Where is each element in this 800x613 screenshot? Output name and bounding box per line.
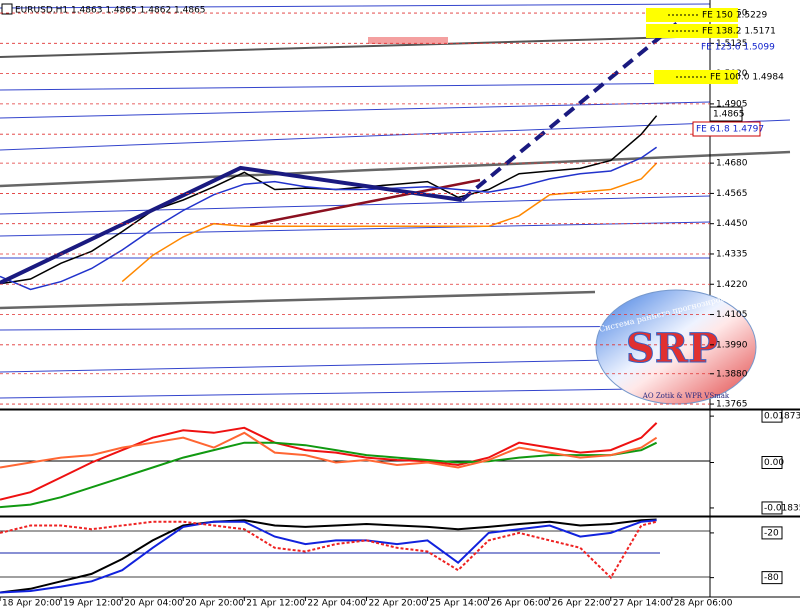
y-tick-label: 0.01873 bbox=[764, 412, 800, 422]
y-tick-label: 1.3765 bbox=[716, 400, 748, 410]
y-tick-box bbox=[761, 501, 783, 515]
series-line bbox=[0, 431, 658, 469]
y-tick-label: 1.4105 bbox=[716, 310, 748, 320]
x-tick-label: 26 Apr 22:00 bbox=[552, 599, 611, 609]
series-line bbox=[121, 162, 658, 283]
logo-bottom-text: AO Zotik & WPR VSmak bbox=[642, 392, 730, 400]
y-tick-label: 1.4450 bbox=[716, 219, 748, 229]
x-tick-label: 18 Apr 20:00 bbox=[2, 599, 61, 609]
series-line bbox=[0, 519, 657, 594]
logo-mark: SRP bbox=[626, 325, 718, 372]
series-line bbox=[460, 16, 685, 202]
y-tick-box bbox=[761, 456, 783, 470]
x-tick-label: 22 Apr 20:00 bbox=[368, 599, 427, 609]
x-tick-label: 27 Apr 14:00 bbox=[613, 599, 672, 609]
series-line bbox=[0, 146, 658, 291]
y-tick-label: 1.3990 bbox=[716, 340, 748, 350]
y-tick-box bbox=[761, 526, 783, 540]
y-tick-label: 1.4905 bbox=[716, 99, 748, 109]
y-tick-label: 1.4680 bbox=[716, 159, 748, 169]
annotation: 1.4865 bbox=[713, 110, 745, 120]
y-tick-box bbox=[761, 571, 783, 585]
logo: SRP Система раннего прогнозирования AO Z… bbox=[0, 16, 757, 594]
x-tick-label: 20 Apr 04:00 bbox=[124, 599, 183, 609]
series-line bbox=[0, 518, 657, 594]
y-tick-label: 1.4220 bbox=[716, 280, 748, 290]
annotation-box bbox=[709, 106, 743, 122]
y-tick-label: 1.3880 bbox=[716, 369, 748, 379]
symbol-icon bbox=[1, 3, 13, 15]
y-tick-label: -80 bbox=[764, 573, 779, 583]
series-line bbox=[0, 422, 658, 501]
x-tick-label: 21 Apr 12:00 bbox=[246, 599, 305, 609]
x-tick-label: 26 Apr 06:00 bbox=[491, 599, 550, 609]
x-tick-label: 20 Apr 20:00 bbox=[185, 599, 244, 609]
y-tick-label: 1.4335 bbox=[716, 249, 748, 259]
x-tick-label: 22 Apr 04:00 bbox=[307, 599, 366, 609]
chart-title: EURUSD,H1 1.4863 1.4865 1.4862 1.4865 bbox=[15, 6, 206, 16]
annotation-box bbox=[692, 121, 761, 137]
series-line bbox=[0, 165, 463, 285]
y-tick-label: -20 bbox=[764, 528, 779, 538]
y-tick-label: 1.4565 bbox=[716, 189, 748, 199]
x-tick-label: 19 Apr 12:00 bbox=[63, 599, 122, 609]
annotation: FE 123.6 1.5099 bbox=[701, 43, 775, 53]
panel-frames bbox=[0, 0, 800, 598]
y-tick-label: 0.00 bbox=[764, 458, 784, 468]
x-tick-label: 25 Apr 14:00 bbox=[430, 599, 489, 609]
annotation: FE 61.8 1.4797 bbox=[696, 125, 764, 135]
y-tick-label: -0.01835 bbox=[764, 503, 800, 513]
annotation: FE 138.2 1.5171 bbox=[702, 27, 776, 37]
annotation: FE 100.0 1.4984 bbox=[710, 73, 784, 83]
y-tick-label: 1.5135 bbox=[716, 39, 748, 49]
annotation: FE 150 1.5229 bbox=[702, 11, 768, 21]
y-tick-box bbox=[761, 409, 783, 423]
x-tick-label: 28 Apr 06:00 bbox=[674, 599, 733, 609]
